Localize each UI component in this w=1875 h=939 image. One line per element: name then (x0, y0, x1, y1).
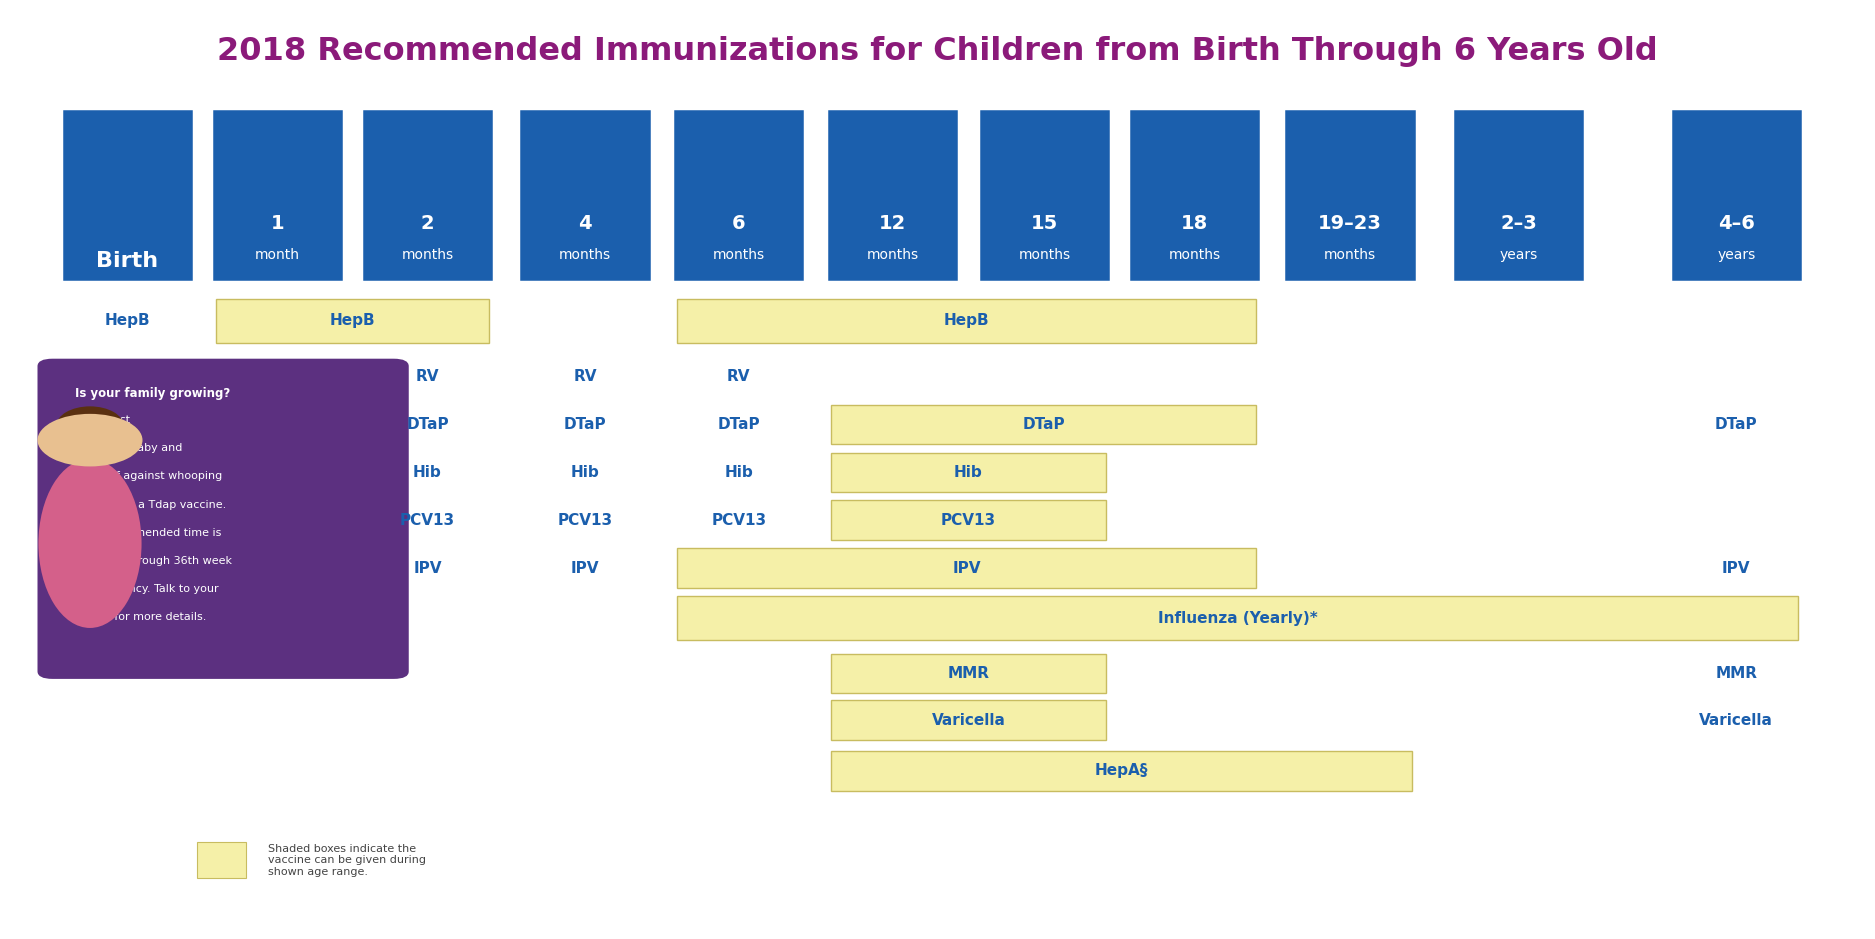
Text: MMR: MMR (947, 666, 990, 681)
Text: years: years (1500, 249, 1537, 262)
Bar (831, 405, 1256, 444)
Bar (825, 108, 958, 282)
Text: the 27th through 36th week: the 27th through 36th week (75, 556, 232, 566)
Text: 18: 18 (1181, 214, 1208, 233)
Text: PCV13: PCV13 (399, 513, 456, 528)
Text: IPV: IPV (952, 561, 981, 576)
Text: HepB: HepB (943, 314, 990, 328)
Bar (673, 108, 806, 282)
Text: PCV13: PCV13 (941, 513, 996, 528)
Text: Is your family growing?: Is your family growing? (75, 387, 231, 400)
Text: cough, get a Tdap vaccine.: cough, get a Tdap vaccine. (75, 500, 227, 510)
Bar (831, 453, 1106, 492)
Bar (1453, 108, 1586, 282)
Bar (831, 500, 1106, 540)
Text: Hib: Hib (724, 465, 754, 480)
Text: Birth: Birth (96, 251, 159, 271)
Bar (210, 108, 345, 282)
Text: months: months (712, 249, 765, 262)
Text: Shaded boxes indicate the
vaccine can be given during
shown age range.: Shaded boxes indicate the vaccine can be… (268, 843, 426, 877)
Text: months: months (1324, 249, 1376, 262)
Text: HepB: HepB (330, 314, 375, 328)
Bar (360, 108, 495, 282)
Text: 4–6: 4–6 (1718, 214, 1755, 233)
Text: DTaP: DTaP (1716, 417, 1757, 432)
Text: PCV13: PCV13 (557, 513, 613, 528)
Text: DTaP: DTaP (407, 417, 448, 432)
Text: Influenza (Yearly)*: Influenza (Yearly)* (1157, 611, 1318, 625)
Text: your new baby and: your new baby and (75, 443, 182, 454)
Text: RV: RV (416, 369, 439, 384)
Text: IPV: IPV (1721, 561, 1751, 576)
Text: IPV: IPV (570, 561, 600, 576)
Text: The recommended time is: The recommended time is (75, 528, 221, 538)
Bar (1671, 108, 1804, 282)
Text: years: years (1718, 249, 1755, 262)
Bar (197, 842, 246, 878)
Text: Hib: Hib (570, 465, 600, 480)
Ellipse shape (38, 459, 142, 628)
Text: RV: RV (574, 369, 596, 384)
Text: Varicella: Varicella (932, 713, 1005, 728)
Bar (677, 596, 1798, 640)
Text: DTaP: DTaP (564, 417, 606, 432)
Bar (677, 548, 1256, 588)
Text: months: months (1168, 249, 1221, 262)
Text: yourself against whooping: yourself against whooping (75, 471, 223, 482)
Bar (979, 108, 1110, 282)
Text: 2018 Recommended Immunizations for Children from Birth Through 6 Years Old: 2018 Recommended Immunizations for Child… (218, 36, 1658, 67)
Text: 4: 4 (578, 214, 592, 233)
Text: Hib: Hib (412, 465, 442, 480)
Circle shape (38, 414, 142, 467)
Text: 19–23: 19–23 (1318, 214, 1382, 233)
Bar (1127, 108, 1260, 282)
Text: months: months (1018, 249, 1071, 262)
Text: Varicella: Varicella (1699, 713, 1774, 728)
Text: DTaP: DTaP (1022, 417, 1065, 432)
Text: 2–3: 2–3 (1500, 214, 1537, 233)
Text: months: months (866, 249, 919, 262)
Text: DTaP: DTaP (718, 417, 759, 432)
Text: month: month (255, 249, 300, 262)
Bar (62, 108, 195, 282)
Text: months: months (559, 249, 611, 262)
Text: 12: 12 (879, 214, 906, 233)
Text: 15: 15 (1031, 214, 1057, 233)
Text: months: months (401, 249, 454, 262)
Bar (677, 299, 1256, 343)
Bar (1282, 108, 1418, 282)
Text: 2: 2 (420, 214, 435, 233)
Text: To protect: To protect (75, 415, 129, 425)
FancyBboxPatch shape (38, 359, 409, 679)
Text: of pregnancy. Talk to your: of pregnancy. Talk to your (75, 584, 219, 594)
Text: 6: 6 (731, 214, 746, 233)
Bar (831, 700, 1106, 740)
Bar (518, 108, 652, 282)
Bar (831, 654, 1106, 693)
Text: MMR: MMR (1716, 666, 1757, 681)
Bar (216, 299, 489, 343)
Text: HepB: HepB (105, 314, 150, 328)
Text: Hib: Hib (954, 465, 982, 480)
Text: doctor for more details.: doctor for more details. (75, 612, 206, 623)
Text: PCV13: PCV13 (711, 513, 767, 528)
Bar (831, 751, 1412, 791)
Text: 1: 1 (270, 214, 285, 233)
Text: RV: RV (728, 369, 750, 384)
Text: IPV: IPV (412, 561, 442, 576)
Text: HepA§: HepA§ (1095, 763, 1148, 778)
Ellipse shape (56, 407, 124, 446)
